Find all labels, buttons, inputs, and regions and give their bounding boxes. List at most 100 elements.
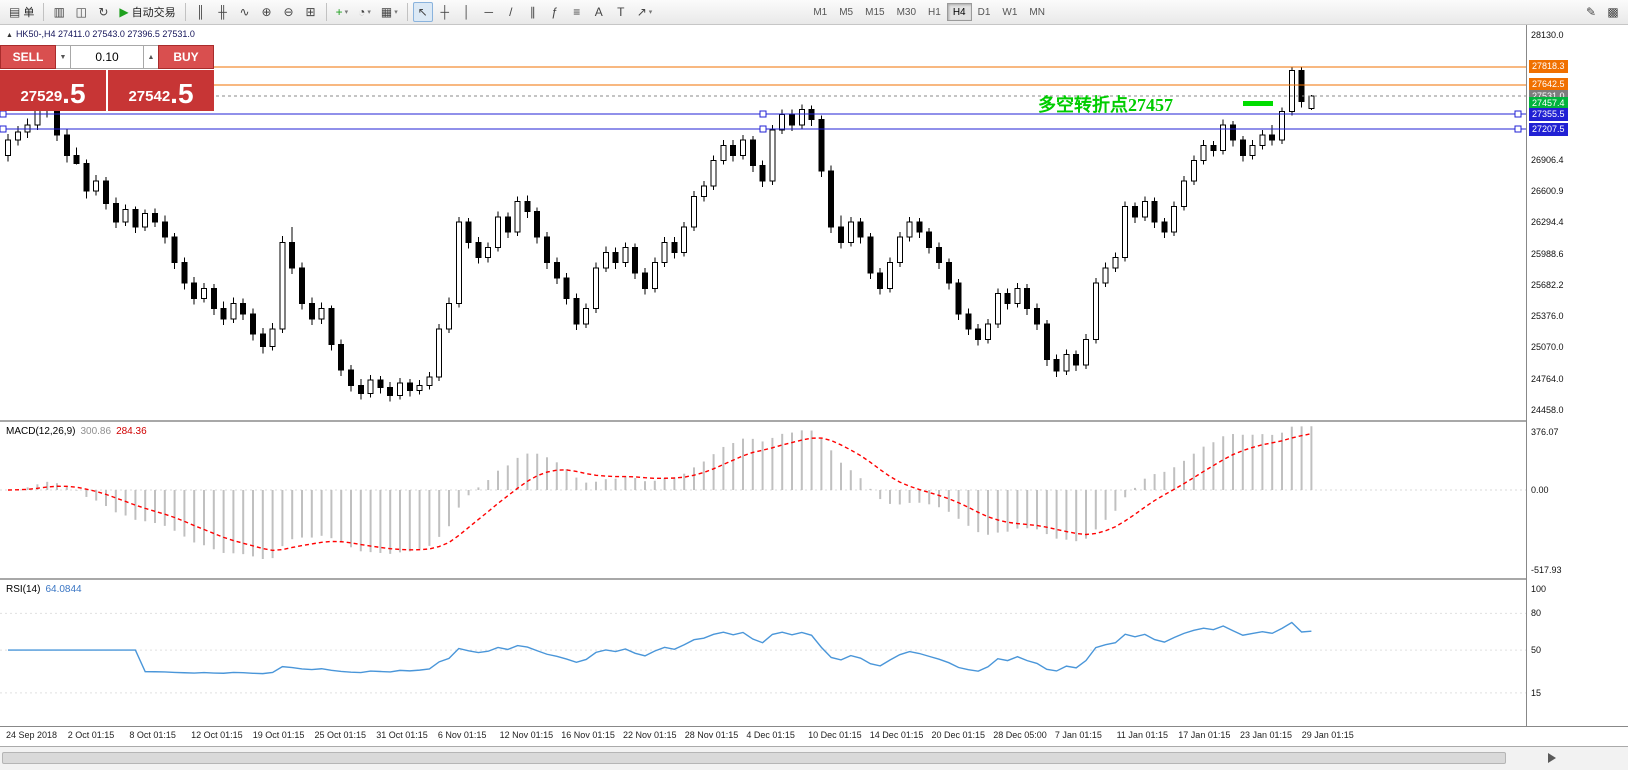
price-tick-label: 26600.9 [1531, 186, 1564, 197]
candle-body [847, 221, 854, 243]
play-icon: ▶ [119, 5, 129, 19]
candle-body [583, 308, 590, 325]
crosshair-button[interactable]: ┼ [435, 2, 455, 22]
timeframe-m1[interactable]: M1 [813, 6, 828, 18]
chart-ohlc-text: HK50-,H4 27411.0 27543.0 27396.5 27531.0 [15, 29, 195, 39]
price-level-badge: 27642.5 [1529, 78, 1568, 92]
fibonacci-button[interactable]: ƒ [545, 2, 565, 22]
indicators-button[interactable]: + ▾ [332, 2, 353, 22]
chart-shift-marker-icon[interactable] [1548, 753, 1556, 763]
line-chart-button[interactable]: ∿ [235, 2, 255, 22]
candle-body [1043, 323, 1050, 361]
candle-body [1112, 257, 1119, 269]
auto-trading-button[interactable]: ▶ 自动交易 [115, 2, 179, 22]
candle-body [730, 144, 737, 156]
timeframe-m5[interactable]: M5 [839, 6, 854, 18]
candle-body [1220, 124, 1227, 151]
cycle-button[interactable]: ↻ [93, 2, 113, 22]
zoom-in-button[interactable]: ⊕ [257, 2, 277, 22]
sell-price-button[interactable]: 27529.5 [0, 70, 106, 111]
time-tick-label: 20 Dec 01:15 [931, 730, 986, 740]
indicators-icon: + [335, 5, 343, 19]
text-button[interactable]: A [589, 2, 609, 22]
edit-toolbar-button[interactable]: ✎ [1581, 2, 1601, 22]
candle-body [426, 376, 433, 386]
timeframe-h1[interactable]: H1 [928, 6, 941, 18]
timeframe-mn[interactable]: MN [1029, 6, 1045, 18]
price-tick-label: 24764.0 [1531, 373, 1564, 384]
sell-button[interactable]: SELL [0, 45, 56, 69]
panel-separator[interactable] [0, 420, 1628, 422]
line-handle[interactable] [759, 110, 767, 118]
candle-body [1249, 144, 1256, 156]
candle-body [132, 209, 139, 228]
volume-input[interactable]: 0.10 [70, 45, 144, 69]
bar-chart-button[interactable]: ║ [191, 2, 211, 22]
line-handle[interactable] [0, 125, 7, 133]
candle-body [5, 139, 11, 156]
timeframe-w1[interactable]: W1 [1002, 6, 1018, 18]
periods-button[interactable]: ◔ ▾ [354, 2, 375, 22]
templates-button[interactable]: ▦ ▾ [377, 2, 402, 22]
buy-price-button[interactable]: 27542.5 [108, 70, 214, 111]
sell-price-frac: .5 [62, 78, 86, 109]
pivot-annotation-text[interactable]: 多空转折点27457 [1038, 95, 1173, 115]
profiles-button[interactable]: ◫ [71, 2, 91, 22]
zoom-out-button[interactable]: ⊖ [279, 2, 299, 22]
cursor-button[interactable]: ↖ [412, 2, 433, 22]
candle-body [308, 303, 315, 320]
price-chart[interactable] [0, 27, 1526, 420]
candle-body [318, 308, 325, 320]
time-tick-label: 29 Jan 01:15 [1301, 730, 1354, 740]
shapes-button[interactable]: ≡ [567, 2, 587, 22]
time-axis[interactable]: 24 Sep 2018 2 Oct 01:15 8 Oct 01:15 12 Oct … [0, 726, 1628, 746]
timeframe-h4[interactable]: H4 [946, 3, 972, 21]
chart-title-marker-icon: ▲ [6, 32, 13, 39]
line-handle[interactable] [759, 125, 767, 133]
scrollbar-thumb[interactable] [2, 752, 1506, 764]
sell-price-main: 27529 [20, 88, 63, 105]
timeframe-m15[interactable]: M15 [865, 6, 885, 18]
candle-body [1014, 287, 1021, 305]
price-level-badge: 27457.4 [1529, 97, 1568, 111]
channel-button[interactable]: ∥ [523, 2, 543, 22]
candlestick-button[interactable]: ╫ [213, 2, 233, 22]
candle-body [602, 252, 609, 269]
trendline-button[interactable]: / [501, 2, 521, 22]
line-handle[interactable] [1514, 110, 1522, 118]
candle-body [299, 267, 305, 305]
macd-main-value: 300.86 [80, 426, 112, 437]
candle-body [593, 267, 599, 310]
panel-separator[interactable] [0, 578, 1628, 580]
time-tick-label: 17 Jan 01:15 [1178, 730, 1231, 740]
vertical-line-button[interactable]: │ [457, 2, 477, 22]
line-handle[interactable] [1514, 125, 1522, 133]
line-handle[interactable] [0, 110, 7, 118]
candle-body [661, 241, 668, 264]
horizontal-line-button[interactable]: ─ [479, 2, 499, 22]
candle-body [857, 221, 864, 238]
rsi-indicator-chart[interactable] [0, 580, 1526, 726]
candle-body [1288, 70, 1295, 113]
new-chart-button[interactable]: ▥ [49, 2, 69, 22]
rsi-scale-label: 50 [1531, 645, 1542, 656]
horizontal-scrollbar[interactable] [0, 746, 1628, 770]
macd-indicator-chart[interactable] [0, 422, 1526, 578]
volume-decrease-button[interactable]: ▼ [56, 45, 70, 69]
buy-button[interactable]: BUY [158, 45, 214, 69]
candle-body [710, 160, 717, 187]
candle-body [14, 131, 21, 141]
timeframe-d1[interactable]: D1 [977, 6, 991, 18]
volume-increase-button[interactable]: ▲ [144, 45, 158, 69]
tile-windows-button[interactable]: ⊞ [301, 2, 321, 22]
price-axis[interactable]: 28130.0 26906.4 26600.9 26294.4 25988.6 25682… [1526, 25, 1628, 746]
new-order-button[interactable]: ▤ 单 [5, 2, 38, 22]
timeframe-m30[interactable]: M30 [896, 6, 917, 18]
grid-toolbar-button[interactable]: ▩ [1603, 2, 1623, 22]
candle-body [220, 308, 227, 320]
arrows-button[interactable]: ↗ ▾ [633, 2, 657, 22]
label-button[interactable]: T [611, 2, 631, 22]
candle-body [1024, 287, 1031, 310]
spin-up-icon: ▲ [147, 53, 155, 61]
chart-plot-area: ▲ HK50-,H4 27411.0 27543.0 27396.5 27531.… [0, 25, 1526, 770]
